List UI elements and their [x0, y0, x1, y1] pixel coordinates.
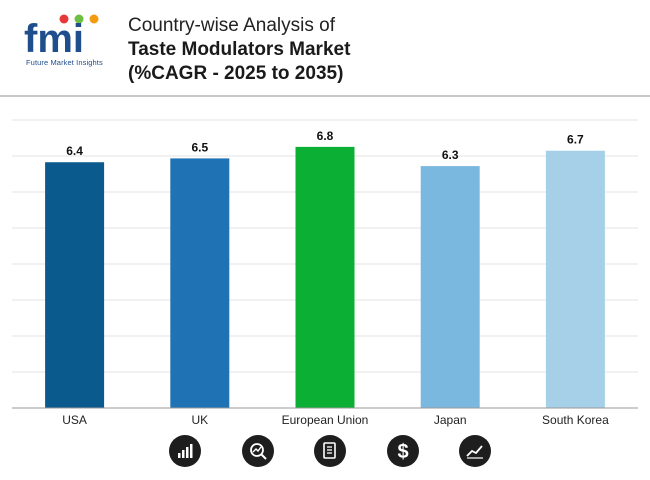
bar-usa [45, 162, 105, 408]
logo-text: fmi [24, 17, 84, 56]
category-label: UK [191, 413, 208, 427]
title-line-3: (%CAGR - 2025 to 2035) [128, 63, 344, 84]
category-label: South Korea [542, 413, 609, 427]
fmi-logo: fmi Future Market Insights [22, 12, 112, 74]
footer-icons: $ [0, 433, 650, 473]
bar-japan [420, 166, 480, 408]
document-report-icon [314, 435, 346, 467]
logo-tagline: Future Market Insights [26, 58, 103, 67]
chart-title: Country-wise Analysis of Taste Modulator… [128, 14, 350, 86]
svg-text:$: $ [397, 441, 408, 462]
bar-uk [170, 158, 230, 408]
bar-european-union [295, 146, 355, 408]
value-label: 6.5 [191, 140, 208, 154]
dollar-icon: $ [387, 435, 419, 467]
header-divider [0, 95, 650, 97]
magnifier-trend-icon [242, 435, 274, 467]
header: fmi Future Market Insights Country-wise … [0, 0, 650, 95]
bar-chart: 6.4 6.5 6.8 6.3 6.7 USA UK European Union Japan… [12, 119, 638, 427]
value-label: 6.7 [567, 133, 584, 147]
category-label: European Union [282, 413, 369, 427]
value-label: 6.8 [317, 129, 334, 143]
bar-south-korea [545, 150, 605, 408]
category-label: USA [62, 413, 87, 427]
fmi-logo-mark: fmi [24, 14, 99, 56]
value-label: 6.4 [66, 144, 83, 158]
line-chart-icon [459, 435, 491, 467]
bars [45, 146, 605, 408]
title-line-2: Taste Modulators Market [128, 39, 351, 60]
bar-chart-growth-icon [169, 435, 201, 467]
title-line-1: Country-wise Analysis of [128, 15, 335, 36]
category-label: Japan [434, 413, 467, 427]
category-labels: USA UK European Union Japan South Korea [62, 413, 609, 427]
value-labels: 6.4 6.5 6.8 6.3 6.7 [66, 129, 584, 162]
value-label: 6.3 [442, 148, 459, 162]
